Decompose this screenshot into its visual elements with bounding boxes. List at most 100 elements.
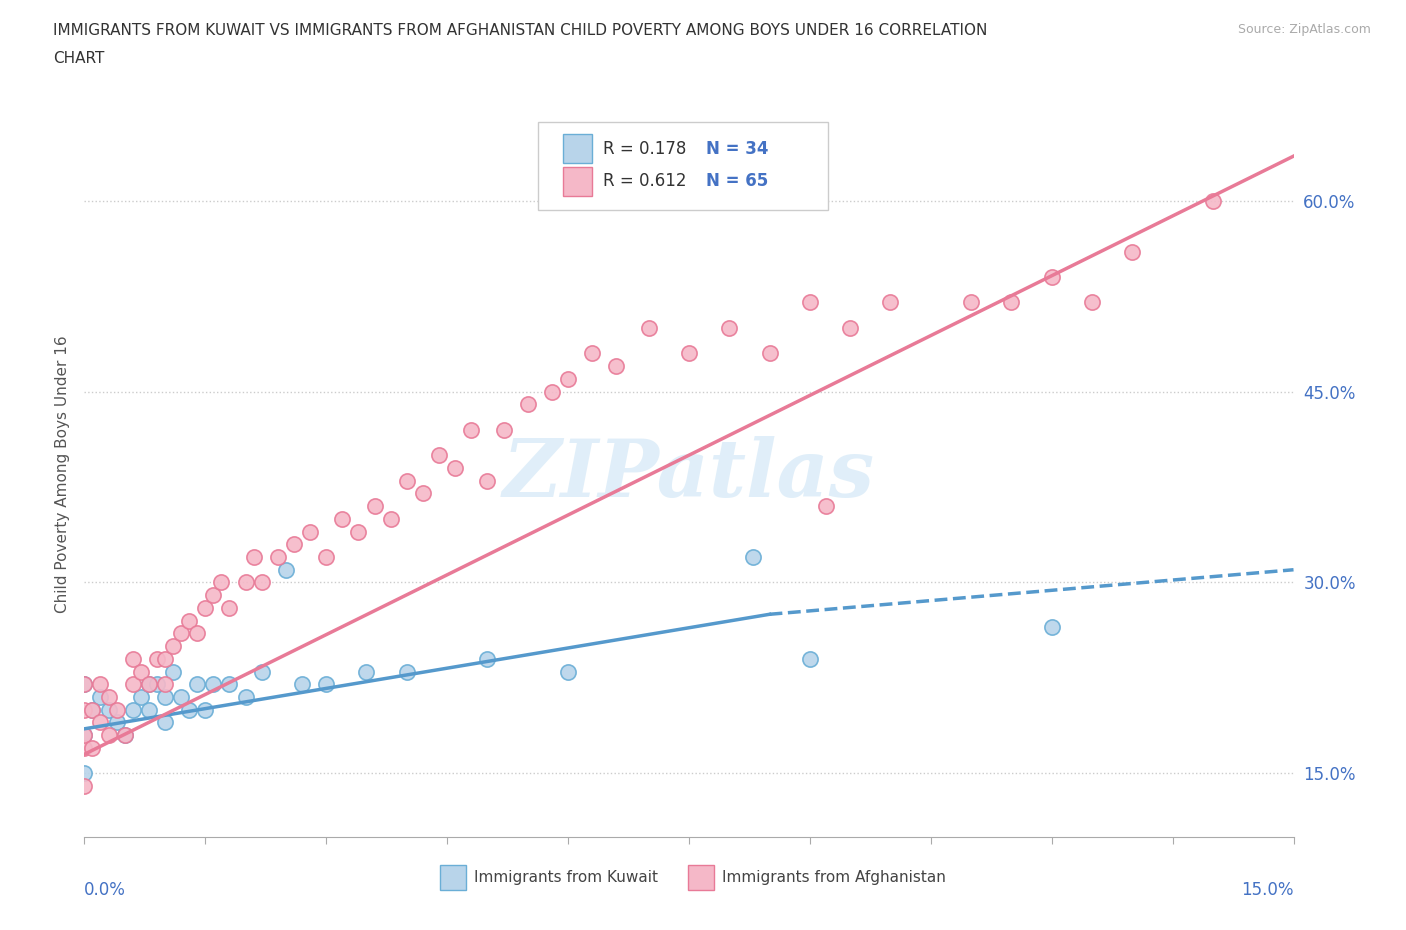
- Point: [162, 639, 184, 654]
- Point: [121, 677, 143, 692]
- Point: [73, 728, 96, 743]
- Point: [186, 626, 208, 641]
- Point: [718, 321, 741, 336]
- Point: [89, 715, 111, 730]
- Point: [347, 525, 370, 539]
- Point: [1000, 295, 1022, 310]
- Point: [153, 689, 176, 704]
- Point: [73, 778, 96, 793]
- Point: [105, 715, 128, 730]
- Point: [242, 550, 264, 565]
- Point: [363, 498, 385, 513]
- Point: [153, 677, 176, 692]
- Point: [218, 601, 240, 616]
- Point: [412, 486, 434, 501]
- Point: [105, 702, 128, 717]
- FancyBboxPatch shape: [538, 123, 828, 209]
- Point: [557, 371, 579, 386]
- Point: [82, 702, 104, 717]
- Point: [330, 512, 353, 526]
- Point: [444, 460, 467, 475]
- Point: [235, 575, 257, 590]
- Point: [89, 677, 111, 692]
- Point: [477, 473, 499, 488]
- Point: [146, 677, 169, 692]
- Point: [209, 575, 232, 590]
- Point: [460, 422, 482, 437]
- Point: [89, 689, 111, 704]
- Point: [637, 321, 659, 336]
- Point: [477, 651, 499, 666]
- Point: [1081, 295, 1104, 310]
- Point: [839, 321, 862, 336]
- Point: [202, 588, 225, 603]
- Point: [73, 740, 96, 755]
- Point: [283, 537, 305, 551]
- Text: 0.0%: 0.0%: [84, 881, 127, 898]
- Point: [162, 664, 184, 679]
- Point: [97, 702, 120, 717]
- Text: Immigrants from Afghanistan: Immigrants from Afghanistan: [721, 870, 945, 885]
- Point: [170, 689, 193, 704]
- Point: [742, 550, 765, 565]
- Point: [129, 689, 152, 704]
- Point: [146, 651, 169, 666]
- Point: [492, 422, 515, 437]
- Point: [218, 677, 240, 692]
- Point: [73, 702, 96, 717]
- Point: [1040, 270, 1063, 285]
- Point: [1121, 245, 1143, 259]
- Point: [380, 512, 402, 526]
- Point: [267, 550, 290, 565]
- Point: [557, 664, 579, 679]
- Text: N = 65: N = 65: [706, 172, 768, 191]
- Point: [170, 626, 193, 641]
- Point: [97, 728, 120, 743]
- Text: CHART: CHART: [53, 51, 105, 66]
- Point: [814, 498, 837, 513]
- Point: [194, 601, 217, 616]
- Text: Source: ZipAtlas.com: Source: ZipAtlas.com: [1237, 23, 1371, 36]
- Point: [138, 677, 160, 692]
- Point: [1202, 193, 1225, 208]
- Point: [202, 677, 225, 692]
- Text: R = 0.612: R = 0.612: [603, 172, 703, 191]
- Point: [315, 677, 337, 692]
- Point: [799, 651, 821, 666]
- Point: [250, 664, 273, 679]
- Text: ZIPatlas: ZIPatlas: [503, 435, 875, 513]
- Point: [73, 766, 96, 781]
- FancyBboxPatch shape: [440, 865, 467, 890]
- Text: 15.0%: 15.0%: [1241, 881, 1294, 898]
- Point: [73, 728, 96, 743]
- Point: [1040, 619, 1063, 634]
- Point: [356, 664, 378, 679]
- Point: [114, 728, 136, 743]
- Point: [121, 651, 143, 666]
- Point: [97, 689, 120, 704]
- Point: [73, 677, 96, 692]
- Point: [179, 702, 201, 717]
- Point: [395, 473, 418, 488]
- Point: [138, 677, 160, 692]
- Point: [879, 295, 901, 310]
- Text: N = 34: N = 34: [706, 140, 768, 157]
- Point: [82, 702, 104, 717]
- Point: [153, 715, 176, 730]
- Point: [121, 702, 143, 717]
- Point: [960, 295, 983, 310]
- Point: [395, 664, 418, 679]
- Point: [516, 397, 538, 412]
- Point: [758, 346, 780, 361]
- Point: [299, 525, 322, 539]
- Point: [129, 664, 152, 679]
- Point: [235, 689, 257, 704]
- Point: [799, 295, 821, 310]
- FancyBboxPatch shape: [564, 134, 592, 163]
- Point: [194, 702, 217, 717]
- Point: [250, 575, 273, 590]
- Point: [186, 677, 208, 692]
- Point: [291, 677, 314, 692]
- Point: [315, 550, 337, 565]
- Point: [179, 613, 201, 628]
